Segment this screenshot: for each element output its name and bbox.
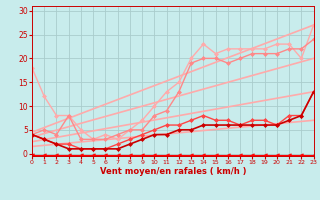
X-axis label: Vent moyen/en rafales ( km/h ): Vent moyen/en rafales ( km/h ) <box>100 167 246 176</box>
